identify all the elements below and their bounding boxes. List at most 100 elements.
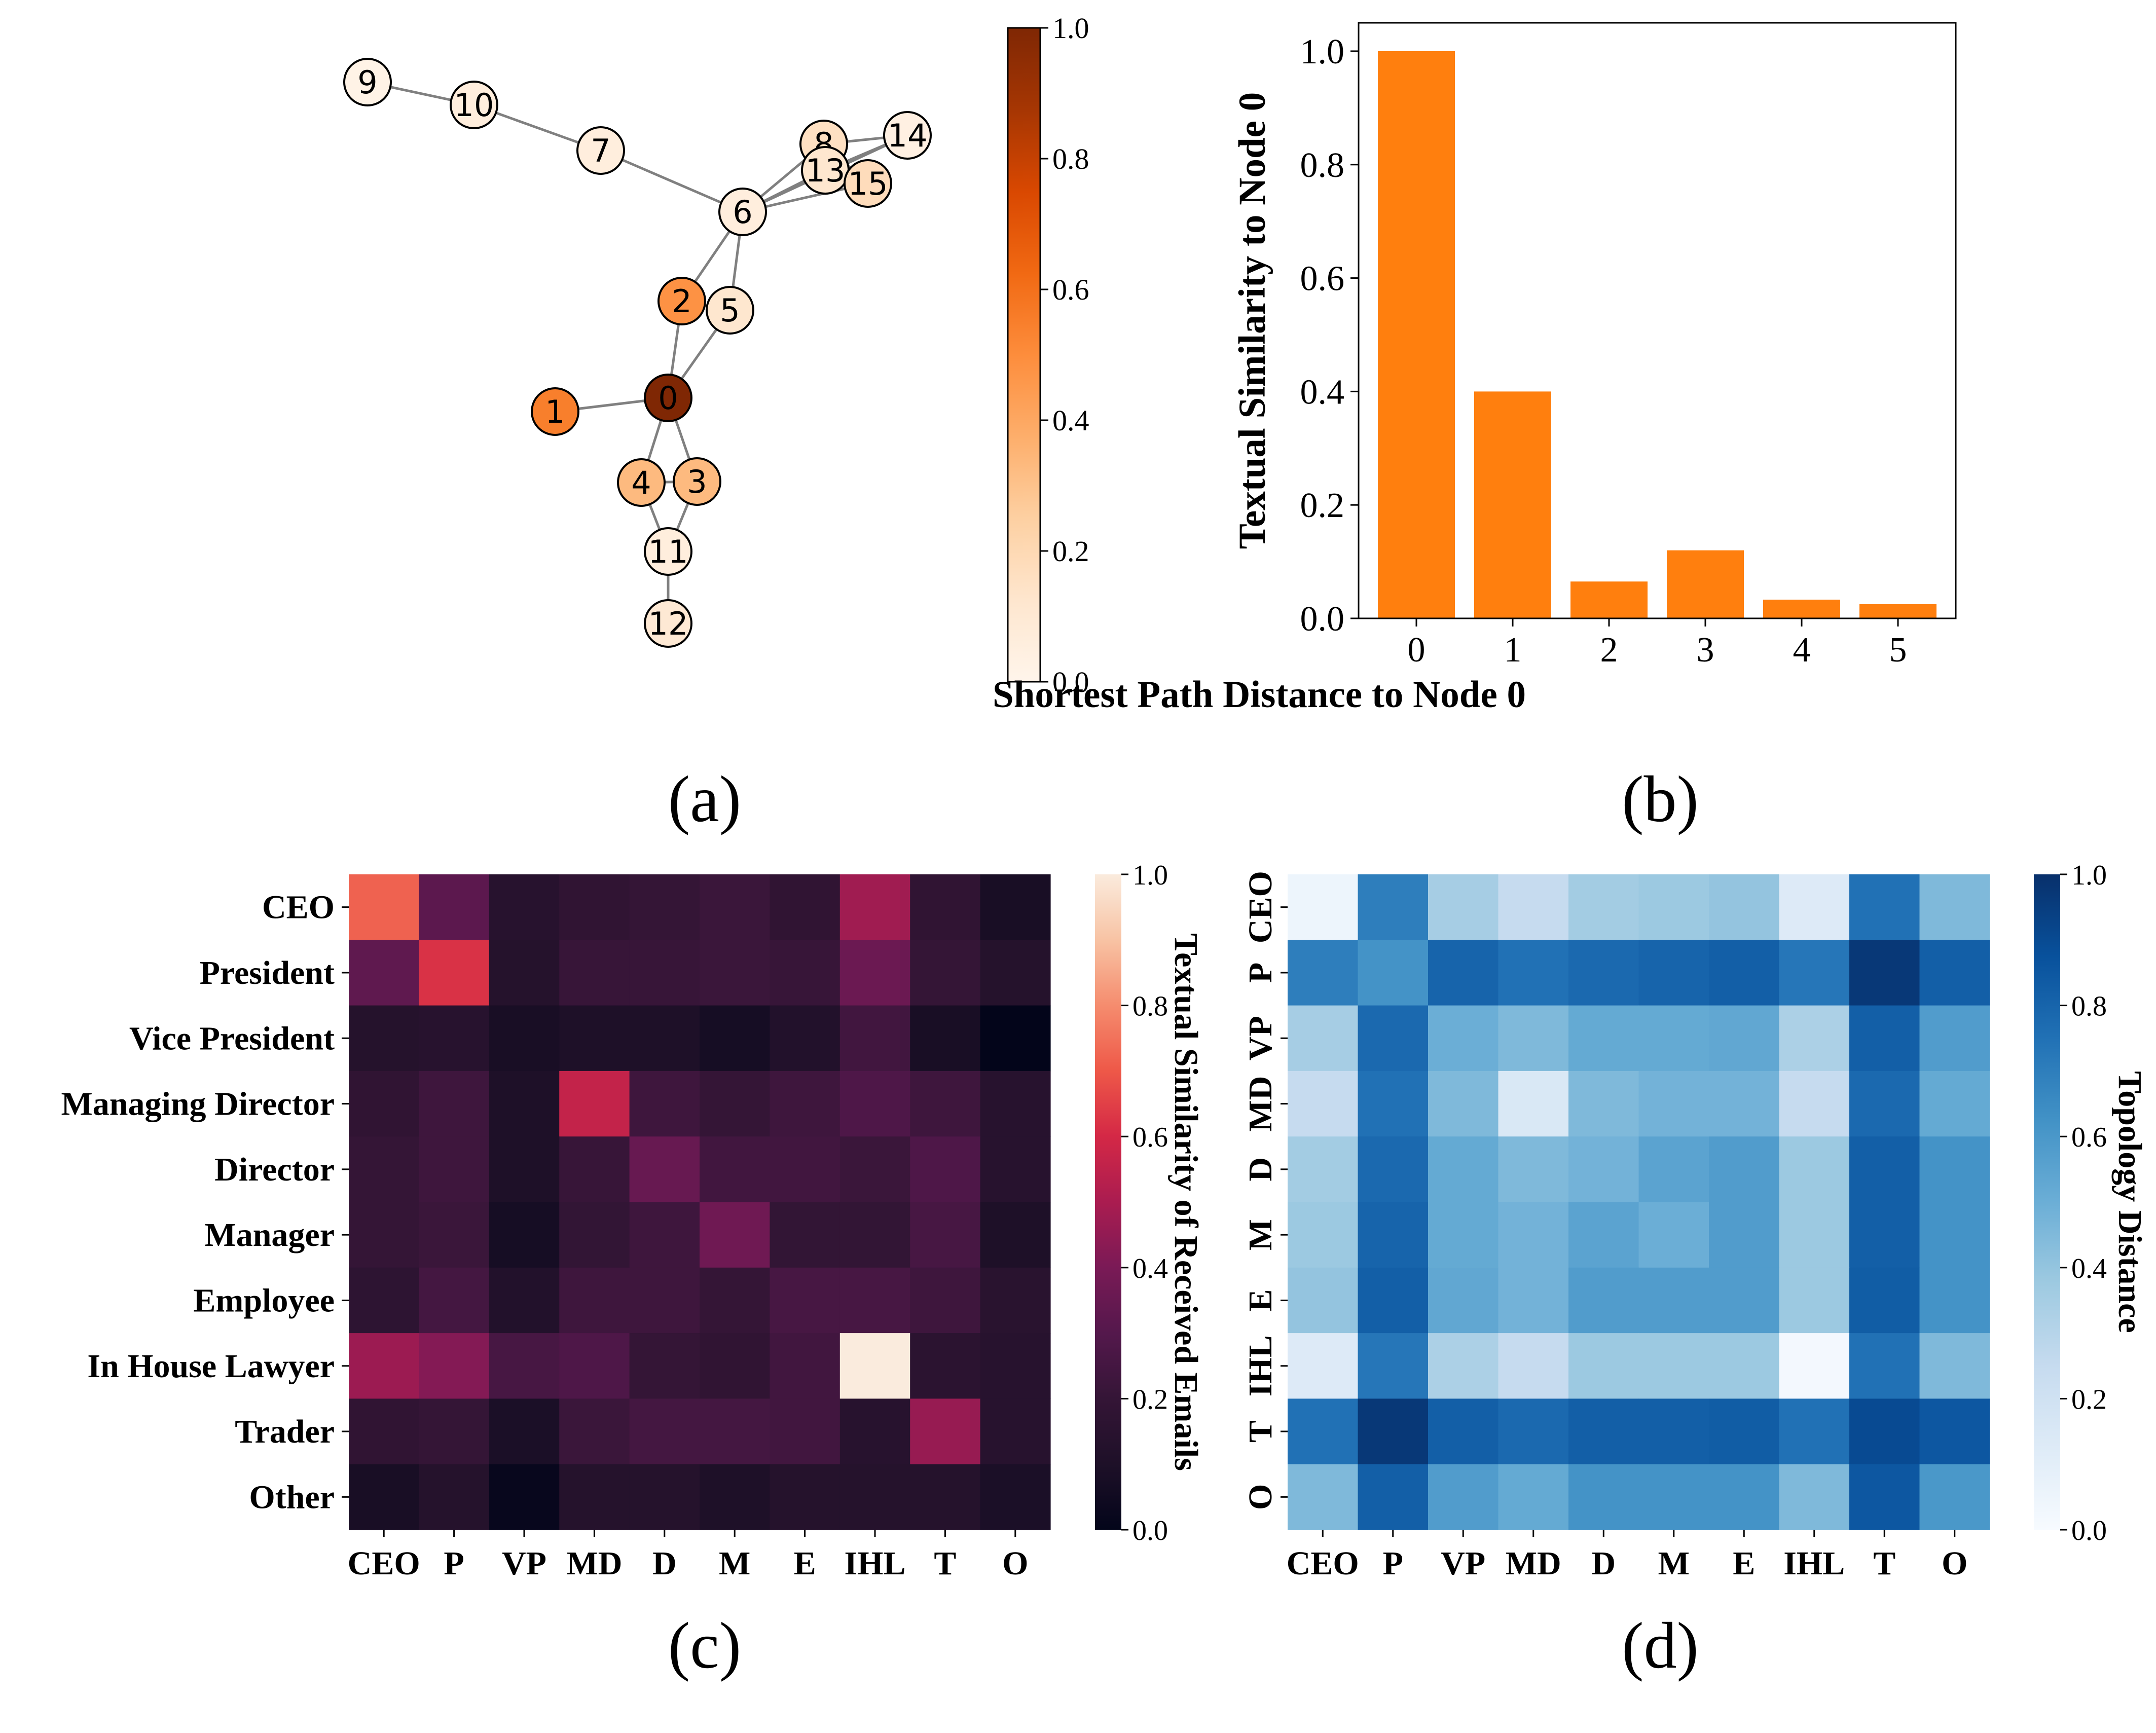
heatmap-cell <box>349 1464 419 1530</box>
bar <box>1667 550 1744 618</box>
heatmap-cell <box>349 940 419 1006</box>
heatmap-cell <box>1428 1464 1499 1530</box>
heatmap-cell <box>1288 1071 1359 1137</box>
heatmap-cell <box>1779 1071 1850 1137</box>
network-node-label: 3 <box>687 463 707 500</box>
colorbar-tick-label: 0.0 <box>1132 1515 1168 1546</box>
y-tick-label: 0.2 <box>1300 486 1345 525</box>
heatmap-cell <box>1638 1267 1709 1334</box>
heatmap-cell <box>700 1333 770 1399</box>
network-node: 5 <box>706 286 754 335</box>
heatmap-cell <box>559 1202 630 1268</box>
heatmap-cell <box>1358 940 1429 1006</box>
heatmap-cell <box>839 1071 910 1137</box>
row-label: CEO <box>262 889 335 926</box>
column-label: CEO <box>348 1545 420 1582</box>
heatmap-cell <box>1428 1202 1499 1268</box>
heatmap-cell <box>1428 1333 1499 1399</box>
colorbar-bar <box>2034 874 2060 1530</box>
column-label: VP <box>1441 1545 1485 1582</box>
heatmap-cell <box>700 1267 770 1334</box>
network-node-circle <box>617 458 666 507</box>
colorbar-tick-label: 0.6 <box>2071 1122 2107 1153</box>
network-node-label: 11 <box>648 533 688 570</box>
colorbar-tick-label: 0.6 <box>1052 273 1089 306</box>
x-tick-label: 1 <box>1504 631 1522 670</box>
heatmap-cell <box>1709 1267 1780 1334</box>
heatmap-cell <box>1919 1202 1990 1268</box>
heatmap-cell <box>629 1464 700 1530</box>
heatmap-cell <box>1919 1071 1990 1137</box>
network-node-label: 4 <box>631 464 651 501</box>
x-tick-label: 3 <box>1697 631 1714 670</box>
heatmap-cell <box>1568 1398 1639 1465</box>
heatmap-cell <box>1779 1333 1850 1399</box>
row-label: In House Lawyer <box>87 1348 335 1385</box>
network-node: 11 <box>644 527 692 576</box>
heatmap-cell <box>1709 1071 1780 1137</box>
heatmap-cell <box>419 1267 490 1334</box>
y-tick-label: 0.0 <box>1300 600 1345 639</box>
network-node: 13 <box>801 146 850 195</box>
column-label: P <box>1383 1545 1403 1582</box>
heatmap-cell <box>1779 1005 1850 1072</box>
row-label: Manager <box>204 1216 335 1253</box>
heatmap-cell <box>1428 1136 1499 1203</box>
heatmap-cell <box>1849 1333 1920 1399</box>
heatmap-cell <box>629 1267 700 1334</box>
heatmap-cell <box>910 940 981 1006</box>
heatmap-cell <box>839 1398 910 1465</box>
heatmap-cell <box>1568 874 1639 940</box>
network-node-circle <box>644 374 692 422</box>
heatmap-cell <box>559 1136 630 1203</box>
heatmap-cell <box>1638 1202 1709 1268</box>
heatmap-cell <box>629 1071 700 1137</box>
heatmap-cell <box>629 1005 700 1072</box>
heatmap-cell <box>489 1398 560 1465</box>
similarity-heatmap-panel: CEO P VP MD D M E IHL T O CEO President Vice Preside… <box>61 860 1204 1582</box>
heatmap-cell <box>419 1333 490 1399</box>
heatmap-cell <box>1358 1071 1429 1137</box>
heatmap-cell <box>1849 1267 1920 1334</box>
heatmap-cell <box>980 1267 1051 1334</box>
heatmap-cell <box>629 874 700 940</box>
colorbar-tick-label: 1.0 <box>2071 860 2107 891</box>
heatmap-cell <box>489 1071 560 1137</box>
heatmap-cell <box>1709 1136 1780 1203</box>
network-node: 1 <box>531 387 579 436</box>
colorbar-tick-label: 0.0 <box>2071 1515 2107 1546</box>
network-node-label: 15 <box>848 165 888 202</box>
heatmap-cell <box>559 940 630 1006</box>
column-label: IHL <box>1783 1545 1845 1582</box>
bar-chart-xlabel: Shortest Path Distance to Node 0 <box>993 674 1526 716</box>
network-node: 9 <box>343 58 392 106</box>
column-label: P <box>444 1545 464 1582</box>
column-label: MD <box>1506 1545 1561 1582</box>
heatmap-cell <box>629 1398 700 1465</box>
heatmap-cell <box>629 1202 700 1268</box>
heatmap-cell <box>1288 940 1359 1006</box>
row-label: Employee <box>193 1282 335 1319</box>
colorbar-tick-label: 0.6 <box>1132 1122 1168 1153</box>
heatmap-cell <box>349 1267 419 1334</box>
heatmap-cell <box>1288 1267 1359 1334</box>
network-node-circle <box>718 188 767 236</box>
network-node-label: 10 <box>454 87 494 124</box>
heatmap-cell <box>1498 1464 1569 1530</box>
network-node: 3 <box>673 457 721 506</box>
heatmap-cell <box>1498 1398 1569 1465</box>
heatmap-cell <box>1358 874 1429 940</box>
heatmap-cell <box>1638 940 1709 1006</box>
heatmap-cell <box>349 1333 419 1399</box>
heatmap-cell <box>559 1071 630 1137</box>
bar-chart-ylabel: Textual Similarity to Node 0 <box>1231 92 1273 549</box>
plot-frame <box>1358 22 1957 619</box>
heatmap-cell <box>700 1071 770 1137</box>
heatmap-cell <box>1428 1398 1499 1465</box>
heatmap-cell <box>629 1333 700 1399</box>
network-node-label: 5 <box>720 292 740 329</box>
heatmap-cell <box>349 1136 419 1203</box>
heatmap-cell <box>980 1333 1051 1399</box>
heatmap-cell <box>489 1333 560 1399</box>
heatmap-cell <box>1919 1267 1990 1334</box>
